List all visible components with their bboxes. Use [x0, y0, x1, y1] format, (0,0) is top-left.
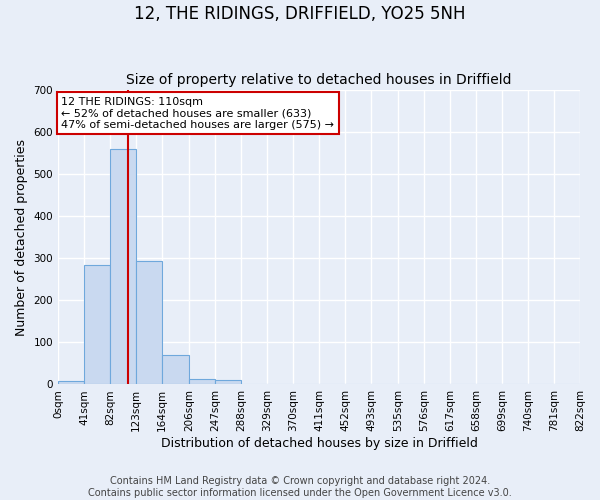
- Bar: [110, 148, 136, 384]
- Bar: [162, 355, 189, 384]
- Bar: [189, 378, 215, 384]
- Text: Contains HM Land Registry data © Crown copyright and database right 2024.
Contai: Contains HM Land Registry data © Crown c…: [88, 476, 512, 498]
- X-axis label: Distribution of detached houses by size in Driffield: Distribution of detached houses by size …: [161, 437, 478, 450]
- Text: 12, THE RIDINGS, DRIFFIELD, YO25 5NH: 12, THE RIDINGS, DRIFFIELD, YO25 5NH: [134, 5, 466, 23]
- Bar: [215, 380, 241, 384]
- Y-axis label: Number of detached properties: Number of detached properties: [15, 138, 28, 336]
- Bar: [84, 265, 110, 384]
- Bar: [136, 261, 162, 384]
- Bar: [58, 381, 84, 384]
- Text: 12 THE RIDINGS: 110sqm
← 52% of detached houses are smaller (633)
47% of semi-de: 12 THE RIDINGS: 110sqm ← 52% of detached…: [61, 96, 334, 130]
- Title: Size of property relative to detached houses in Driffield: Size of property relative to detached ho…: [126, 73, 512, 87]
